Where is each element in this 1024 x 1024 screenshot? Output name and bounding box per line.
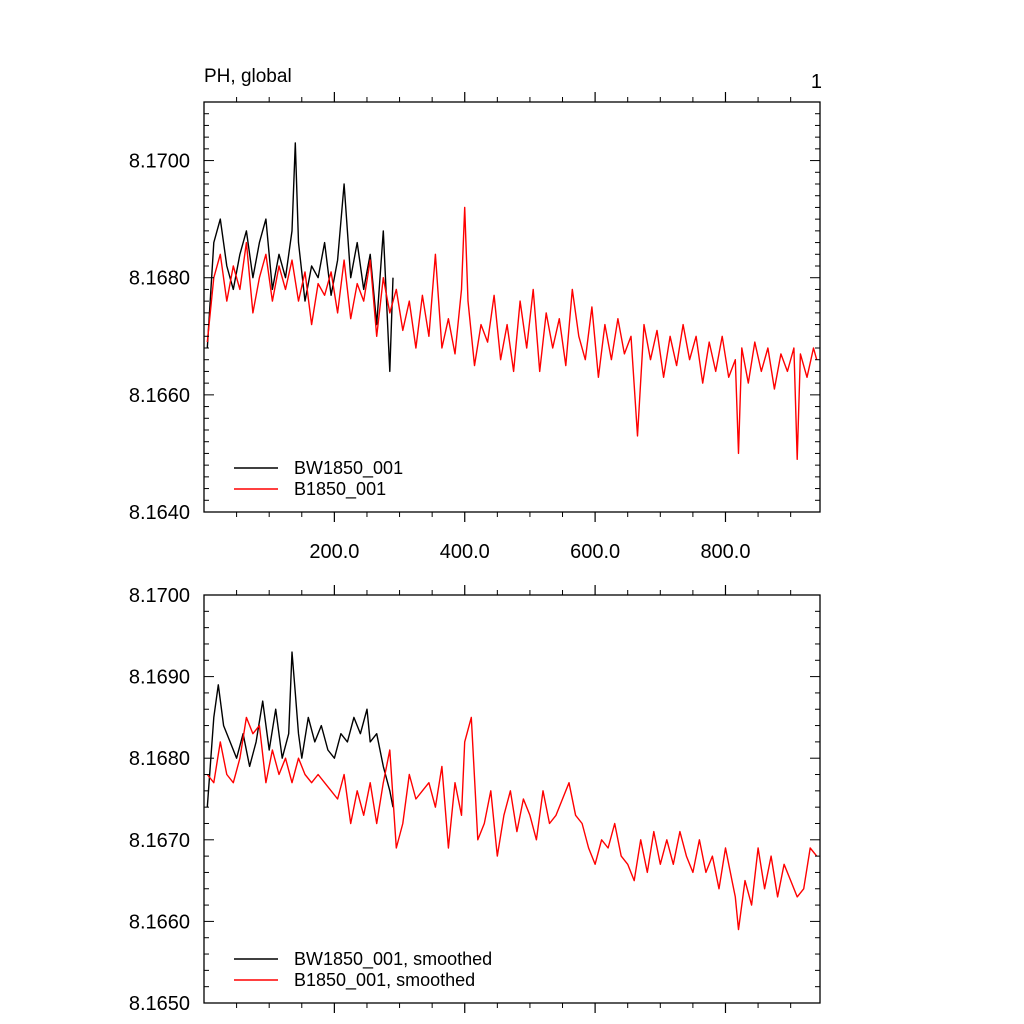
series-line-black [206, 142, 394, 373]
bottom-panel: 8.1650 8.1660 8.1670 8.1680 8.1690 8.1700 BW1… [129, 585, 821, 1015]
x-tick-label: 600.0 [570, 541, 620, 563]
y-tick-label: 8.1670 [129, 830, 190, 852]
chart-title: PH, global [204, 66, 292, 87]
legend-label: BW1850_001, smoothed [294, 949, 492, 970]
x-tick-label: 800.0 [700, 541, 750, 563]
top-plot-frame [203, 101, 821, 513]
top-plot-lines [206, 142, 818, 460]
series-line-black [206, 651, 394, 808]
x-tick-label: 400.0 [440, 541, 490, 563]
legend-label: B1850_001 [294, 479, 386, 500]
y-tick-label: 8.1680 [129, 748, 190, 770]
y-tick-label: 8.1680 [129, 268, 190, 290]
bottom-plot-frame [203, 594, 821, 1004]
legend-label: B1850_001, smoothed [294, 970, 475, 991]
y-tick-label: 8.1700 [129, 151, 190, 173]
y-tick-label: 8.1640 [129, 502, 190, 524]
series-line-red [206, 206, 818, 460]
legend-label: BW1850_001 [294, 458, 403, 479]
y-tick-label: 8.1700 [129, 585, 190, 607]
panel-label: 1 [811, 71, 822, 93]
y-tick-label: 8.1660 [129, 385, 190, 407]
y-tick-label: 8.1660 [129, 911, 190, 933]
x-tick-label: 200.0 [309, 541, 359, 563]
series-line-red [206, 716, 818, 931]
y-tick-label: 8.1690 [129, 667, 190, 689]
y-tick-label: 8.1650 [129, 993, 190, 1015]
top-panel: PH, global 1 8.1640 8.1660 8.1680 8.1700 200… [129, 66, 822, 563]
bottom-plot-lines [206, 651, 818, 931]
